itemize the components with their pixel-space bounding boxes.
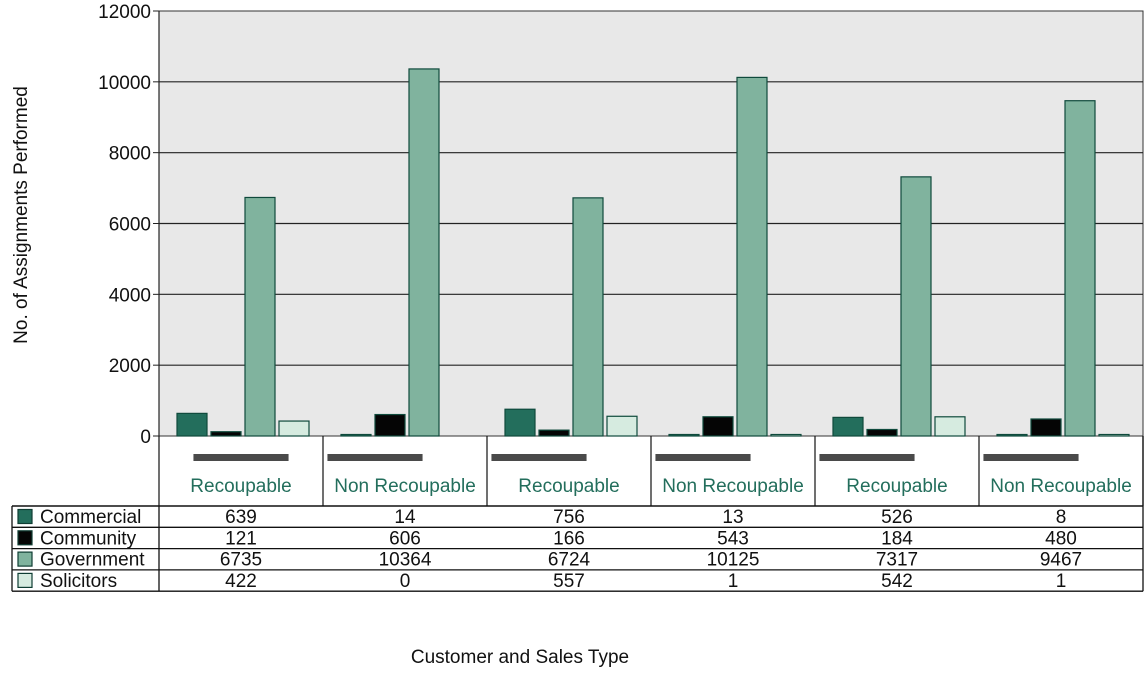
bar-solicitors — [934, 416, 966, 437]
table-cell: 14 — [394, 507, 416, 528]
y-tick-label: 4000 — [109, 285, 151, 306]
group-marker — [327, 454, 423, 461]
table-cell: 480 — [1045, 528, 1077, 549]
bar-community — [702, 416, 734, 437]
table-cell: 6724 — [548, 550, 591, 571]
group-marker — [655, 454, 751, 461]
legend-swatch-solicitors — [17, 572, 33, 589]
table-cell: 606 — [389, 528, 421, 549]
y-tick-label: 2000 — [109, 356, 151, 377]
y-axis: 0 2000 4000 6000 8000 10000 12000 — [98, 2, 160, 448]
table-cell: 13 — [722, 507, 743, 528]
table-cell: 1 — [1056, 571, 1067, 592]
category-label: Recoupable — [518, 476, 619, 497]
table-cell: 10125 — [707, 550, 760, 571]
group-marker — [491, 454, 587, 461]
bar-solicitors — [770, 433, 802, 437]
table-cell: 10364 — [379, 550, 432, 571]
gridlines — [159, 81, 1143, 366]
y-tick-label: 10000 — [98, 73, 151, 94]
table-cell: 526 — [881, 507, 913, 528]
y-tick-label: 6000 — [109, 215, 151, 236]
group-marker — [193, 454, 289, 461]
table-cell: 639 — [225, 507, 257, 528]
bar-government — [736, 76, 768, 437]
bar-community — [374, 413, 406, 437]
bar-commercial — [340, 433, 372, 437]
bar-community — [1030, 418, 1062, 437]
table-cell: 0 — [400, 571, 411, 592]
bar-commercial — [832, 416, 864, 437]
table-cell: 7317 — [876, 550, 918, 571]
table-cell: 6735 — [220, 550, 262, 571]
category-label: Recoupable — [190, 476, 291, 497]
bar-solicitors — [606, 415, 638, 437]
table-cell: 1 — [728, 571, 739, 592]
bar-community — [210, 431, 242, 437]
bar-community — [866, 428, 898, 437]
y-tick-label: 8000 — [109, 144, 151, 165]
bars — [176, 68, 1130, 437]
table-cell: 121 — [225, 528, 257, 549]
y-axis-label: No. of Assignments Performed — [11, 86, 32, 344]
bar-community — [538, 429, 570, 437]
legend-label: Community — [40, 528, 137, 549]
bar-commercial — [996, 433, 1028, 437]
group-marker — [983, 454, 1079, 461]
group-marker — [819, 454, 915, 461]
table-cell: 557 — [553, 571, 585, 592]
table-cell: 543 — [717, 528, 749, 549]
bar-government — [1064, 100, 1096, 437]
legend-swatch-community — [17, 530, 33, 546]
category-label: Non Recoupable — [990, 476, 1132, 497]
y-tick-label: 12000 — [98, 2, 151, 23]
table-cell: 756 — [553, 507, 585, 528]
legend-label: Commercial — [40, 507, 141, 528]
bar-government — [900, 176, 932, 437]
legend-swatch-commercial — [17, 508, 33, 525]
bar-government — [572, 197, 604, 437]
table-cell: 184 — [881, 528, 913, 549]
bar-government — [244, 196, 276, 437]
table-cell: 542 — [881, 571, 913, 592]
bar-commercial — [668, 433, 700, 437]
table-cell: 166 — [553, 528, 585, 549]
table-cell: 9467 — [1040, 550, 1082, 571]
table-cell: 8 — [1056, 507, 1067, 528]
category-label: Recoupable — [846, 476, 947, 497]
legend-label: Solicitors — [40, 571, 117, 592]
category-label: Non Recoupable — [662, 476, 804, 497]
bar-solicitors — [278, 420, 310, 437]
data-table: Recoupable Non Recoupable Recoupable Non Re… — [11, 436, 1144, 592]
legend-label: Government — [40, 550, 145, 571]
bar-solicitors — [1098, 433, 1130, 437]
bar-government — [408, 68, 440, 437]
legend-swatch-government — [17, 551, 33, 567]
y-tick-label: 0 — [140, 427, 151, 448]
category-label: Non Recoupable — [334, 476, 476, 497]
x-axis-label: Customer and Sales Type — [411, 647, 629, 668]
table-cell: 422 — [225, 571, 257, 592]
bar-commercial — [176, 412, 208, 437]
bar-commercial — [504, 408, 536, 437]
